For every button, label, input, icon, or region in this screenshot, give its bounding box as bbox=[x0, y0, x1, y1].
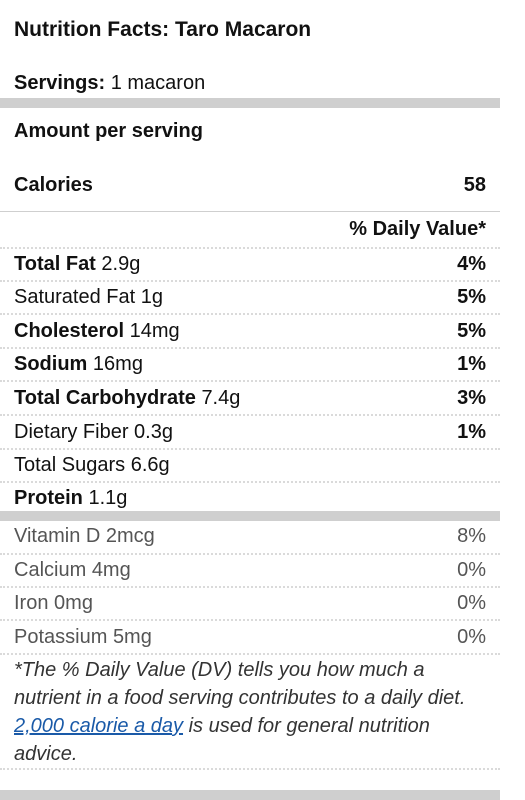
calories-value: 58 bbox=[463, 174, 486, 196]
row-divider bbox=[0, 380, 500, 382]
page-title: Nutrition Facts: Taro Macaron bbox=[14, 18, 312, 41]
servings-line: Servings: 1 macaron bbox=[14, 72, 205, 95]
nutrient-row-sodium: Sodium 16mg 1% bbox=[14, 353, 486, 383]
nutrient-row-cholesterol: Cholesterol 14mg 5% bbox=[14, 320, 486, 350]
vitamin-name: Potassium bbox=[14, 626, 108, 648]
nutrient-row-saturated-fat: Saturated Fat 1g 5% bbox=[14, 286, 486, 316]
row-divider bbox=[0, 448, 500, 450]
vitamin-amount: 4mg bbox=[91, 559, 131, 581]
nutrient-name: Total Sugars bbox=[14, 454, 126, 476]
nutrient-amount: 7.4g bbox=[201, 387, 241, 409]
row-divider bbox=[0, 280, 500, 282]
row-divider bbox=[0, 313, 500, 315]
nutrient-name: Total Carbohydrate bbox=[14, 387, 196, 409]
nutrient-name: Cholesterol bbox=[14, 320, 125, 342]
row-divider bbox=[0, 481, 500, 483]
nutrient-row-total-sugars: Total Sugars 6.6g bbox=[14, 454, 486, 484]
servings-label: Servings: bbox=[14, 72, 106, 94]
nutrient-amount: 1g bbox=[140, 286, 163, 308]
nutrient-daily-value: 3% bbox=[457, 387, 486, 409]
nutrient-row-total-carbohydrate: Total Carbohydrate 7.4g 3% bbox=[14, 387, 486, 417]
servings-value: 1 macaron bbox=[110, 72, 206, 94]
nutrient-daily-value: 1% bbox=[457, 421, 486, 443]
section-divider-thick bbox=[0, 98, 500, 108]
row-divider bbox=[0, 553, 500, 555]
vitamin-name: Vitamin D bbox=[14, 525, 101, 547]
footnote-text-after: is used for general nutrition advice. bbox=[14, 715, 430, 765]
nutrient-name: Saturated Fat bbox=[14, 286, 136, 308]
row-divider bbox=[0, 347, 500, 349]
vitamin-daily-value: 0% bbox=[457, 626, 486, 648]
nutrient-row-protein: Protein 1.1g bbox=[14, 487, 486, 517]
section-divider-thick bbox=[0, 511, 500, 521]
vitamin-row-calcium: Calcium 4mg 0% bbox=[14, 559, 486, 589]
section-divider-thin bbox=[0, 211, 500, 212]
daily-value-header: % Daily Value* bbox=[349, 218, 486, 240]
vitamin-daily-value: 0% bbox=[457, 559, 486, 581]
vitamin-amount: 5mg bbox=[112, 626, 152, 648]
row-divider bbox=[0, 653, 500, 655]
nutrient-daily-value: 5% bbox=[457, 320, 486, 342]
calories-label: Calories bbox=[14, 174, 93, 196]
nutrient-name: Total Fat bbox=[14, 253, 96, 275]
nutrient-amount: 6.6g bbox=[130, 454, 170, 476]
nutrient-row-total-fat: Total Fat 2.9g 4% bbox=[14, 253, 486, 283]
vitamin-daily-value: 0% bbox=[457, 592, 486, 614]
vitamin-daily-value: 8% bbox=[457, 525, 486, 547]
row-divider bbox=[0, 619, 500, 621]
vitamin-row-potassium: Potassium 5mg 0% bbox=[14, 626, 486, 656]
nutrient-name: Protein bbox=[14, 487, 83, 509]
vitamin-name: Calcium bbox=[14, 559, 87, 581]
nutrient-amount: 1.1g bbox=[88, 487, 128, 509]
row-divider bbox=[0, 768, 500, 770]
nutrient-daily-value: 1% bbox=[457, 353, 486, 375]
nutrient-amount: 16mg bbox=[92, 353, 143, 375]
nutrient-name: Sodium bbox=[14, 353, 88, 375]
footnote-text-before: *The % Daily Value (DV) tells you how mu… bbox=[14, 659, 466, 709]
vitamin-row-vitamin-d: Vitamin D 2mcg 8% bbox=[14, 525, 486, 555]
nutrient-name: Dietary Fiber bbox=[14, 421, 129, 443]
daily-value-footnote: *The % Daily Value (DV) tells you how mu… bbox=[14, 656, 494, 768]
vitamin-amount: 0mg bbox=[54, 592, 93, 614]
calorie-link[interactable]: 2,000 calorie a day bbox=[14, 715, 184, 737]
vitamin-row-iron: Iron 0mg 0% bbox=[14, 592, 486, 622]
row-divider bbox=[0, 586, 500, 588]
nutrient-amount: 2.9g bbox=[101, 253, 141, 275]
nutrient-daily-value: 5% bbox=[457, 286, 486, 308]
nutrient-amount: 0.3g bbox=[134, 421, 173, 443]
amount-per-serving-heading: Amount per serving bbox=[14, 120, 203, 142]
bottom-divider-thick bbox=[0, 790, 500, 800]
nutrient-amount: 14mg bbox=[129, 320, 180, 342]
row-divider bbox=[0, 247, 500, 249]
vitamin-name: Iron bbox=[14, 592, 49, 614]
nutrient-row-dietary-fiber: Dietary Fiber 0.3g 1% bbox=[14, 421, 486, 451]
vitamin-amount: 2mcg bbox=[105, 525, 155, 547]
row-divider bbox=[0, 414, 500, 416]
nutrient-daily-value: 4% bbox=[457, 253, 486, 275]
